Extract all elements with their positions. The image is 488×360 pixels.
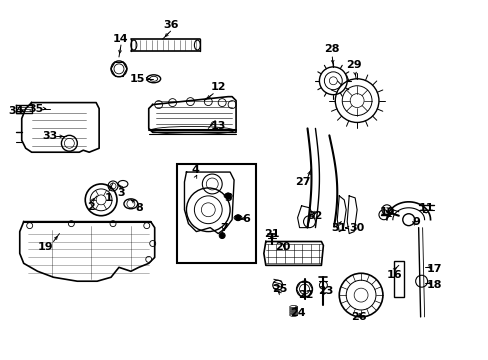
Polygon shape <box>264 242 323 265</box>
Text: 1: 1 <box>105 193 113 203</box>
Text: 31: 31 <box>331 222 346 233</box>
Text: 23: 23 <box>317 286 332 296</box>
Polygon shape <box>346 196 356 234</box>
Circle shape <box>219 233 224 239</box>
Text: 17: 17 <box>426 264 441 274</box>
Text: 33: 33 <box>42 131 57 141</box>
Circle shape <box>224 193 231 199</box>
Text: 4: 4 <box>191 165 199 175</box>
Text: 24: 24 <box>289 308 305 318</box>
Text: 3: 3 <box>117 188 124 198</box>
Text: 9: 9 <box>412 217 420 227</box>
Text: 10: 10 <box>378 207 394 217</box>
Text: 5: 5 <box>224 193 231 203</box>
Text: 7: 7 <box>220 222 227 233</box>
Text: 34: 34 <box>8 105 23 116</box>
Text: 6: 6 <box>242 214 249 224</box>
Polygon shape <box>20 222 154 281</box>
Text: 18: 18 <box>426 280 441 290</box>
Text: 8: 8 <box>135 203 142 213</box>
Text: 25: 25 <box>271 284 287 294</box>
Text: 16: 16 <box>386 270 402 280</box>
Polygon shape <box>16 105 32 113</box>
Text: 35: 35 <box>28 104 43 113</box>
Text: 20: 20 <box>274 243 290 252</box>
Bar <box>393 261 403 297</box>
Text: 26: 26 <box>350 312 366 322</box>
Polygon shape <box>21 103 99 152</box>
Polygon shape <box>148 96 236 132</box>
Text: 30: 30 <box>349 222 364 233</box>
Polygon shape <box>337 196 346 231</box>
Circle shape <box>235 215 241 221</box>
Text: 15: 15 <box>130 74 145 84</box>
Text: 36: 36 <box>163 20 178 30</box>
Text: 12: 12 <box>210 82 225 92</box>
Polygon shape <box>184 172 234 234</box>
Text: 11: 11 <box>418 203 433 213</box>
Text: 2: 2 <box>87 202 95 212</box>
Polygon shape <box>131 39 200 51</box>
Text: 19: 19 <box>38 243 53 252</box>
Text: 29: 29 <box>346 60 361 70</box>
Text: 13: 13 <box>210 121 225 131</box>
Text: 32: 32 <box>307 211 323 221</box>
Text: 14: 14 <box>113 34 128 44</box>
Text: 22: 22 <box>297 290 313 300</box>
Text: 21: 21 <box>264 229 279 239</box>
Text: 28: 28 <box>324 44 339 54</box>
Polygon shape <box>297 206 311 228</box>
Text: 27: 27 <box>294 177 310 187</box>
Bar <box>176 164 255 264</box>
